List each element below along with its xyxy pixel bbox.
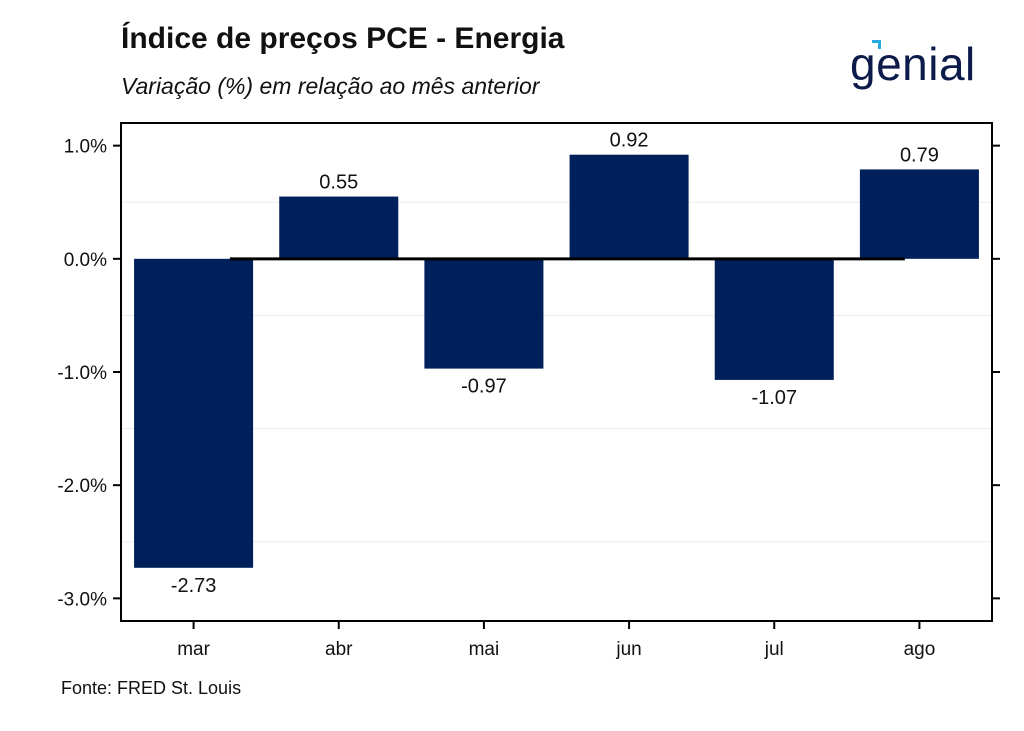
x-tick-label: mai	[469, 639, 500, 660]
x-tick-label: jun	[615, 639, 641, 660]
logo-accent-mark-vertical	[878, 40, 881, 49]
bar-jul	[714, 258, 834, 380]
bar-mar	[134, 258, 254, 568]
y-tick-label: 0.0%	[64, 250, 107, 271]
data-label: 0.79	[900, 144, 939, 166]
y-tick-label: -1.0%	[57, 363, 107, 384]
chart-title: Índice de preços PCE - Energia	[121, 22, 565, 55]
logo-accent-mark	[872, 40, 880, 43]
x-tick-label: mar	[177, 639, 210, 660]
x-tick-label: abr	[325, 639, 353, 660]
genial-logo: genial	[850, 38, 976, 90]
x-tick-label: ago	[904, 639, 936, 660]
data-label: -0.97	[461, 376, 507, 398]
x-tick-label: jul	[764, 639, 784, 660]
y-tick-label: -2.0%	[57, 476, 107, 497]
bar-ago	[859, 169, 979, 259]
data-label: -2.73	[171, 575, 217, 597]
y-tick-label: 1.0%	[64, 137, 107, 158]
y-tick-label: -3.0%	[57, 589, 107, 610]
bar-jun	[569, 154, 689, 259]
data-label: 0.92	[610, 130, 649, 152]
source-note: Fonte: FRED St. Louis	[61, 678, 242, 698]
data-label: -1.07	[751, 387, 797, 409]
bar-abr	[279, 196, 399, 259]
chart-subtitle: Variação (%) em relação ao mês anterior	[121, 73, 540, 99]
bar-mai	[424, 258, 544, 369]
data-label: 0.55	[319, 172, 358, 194]
